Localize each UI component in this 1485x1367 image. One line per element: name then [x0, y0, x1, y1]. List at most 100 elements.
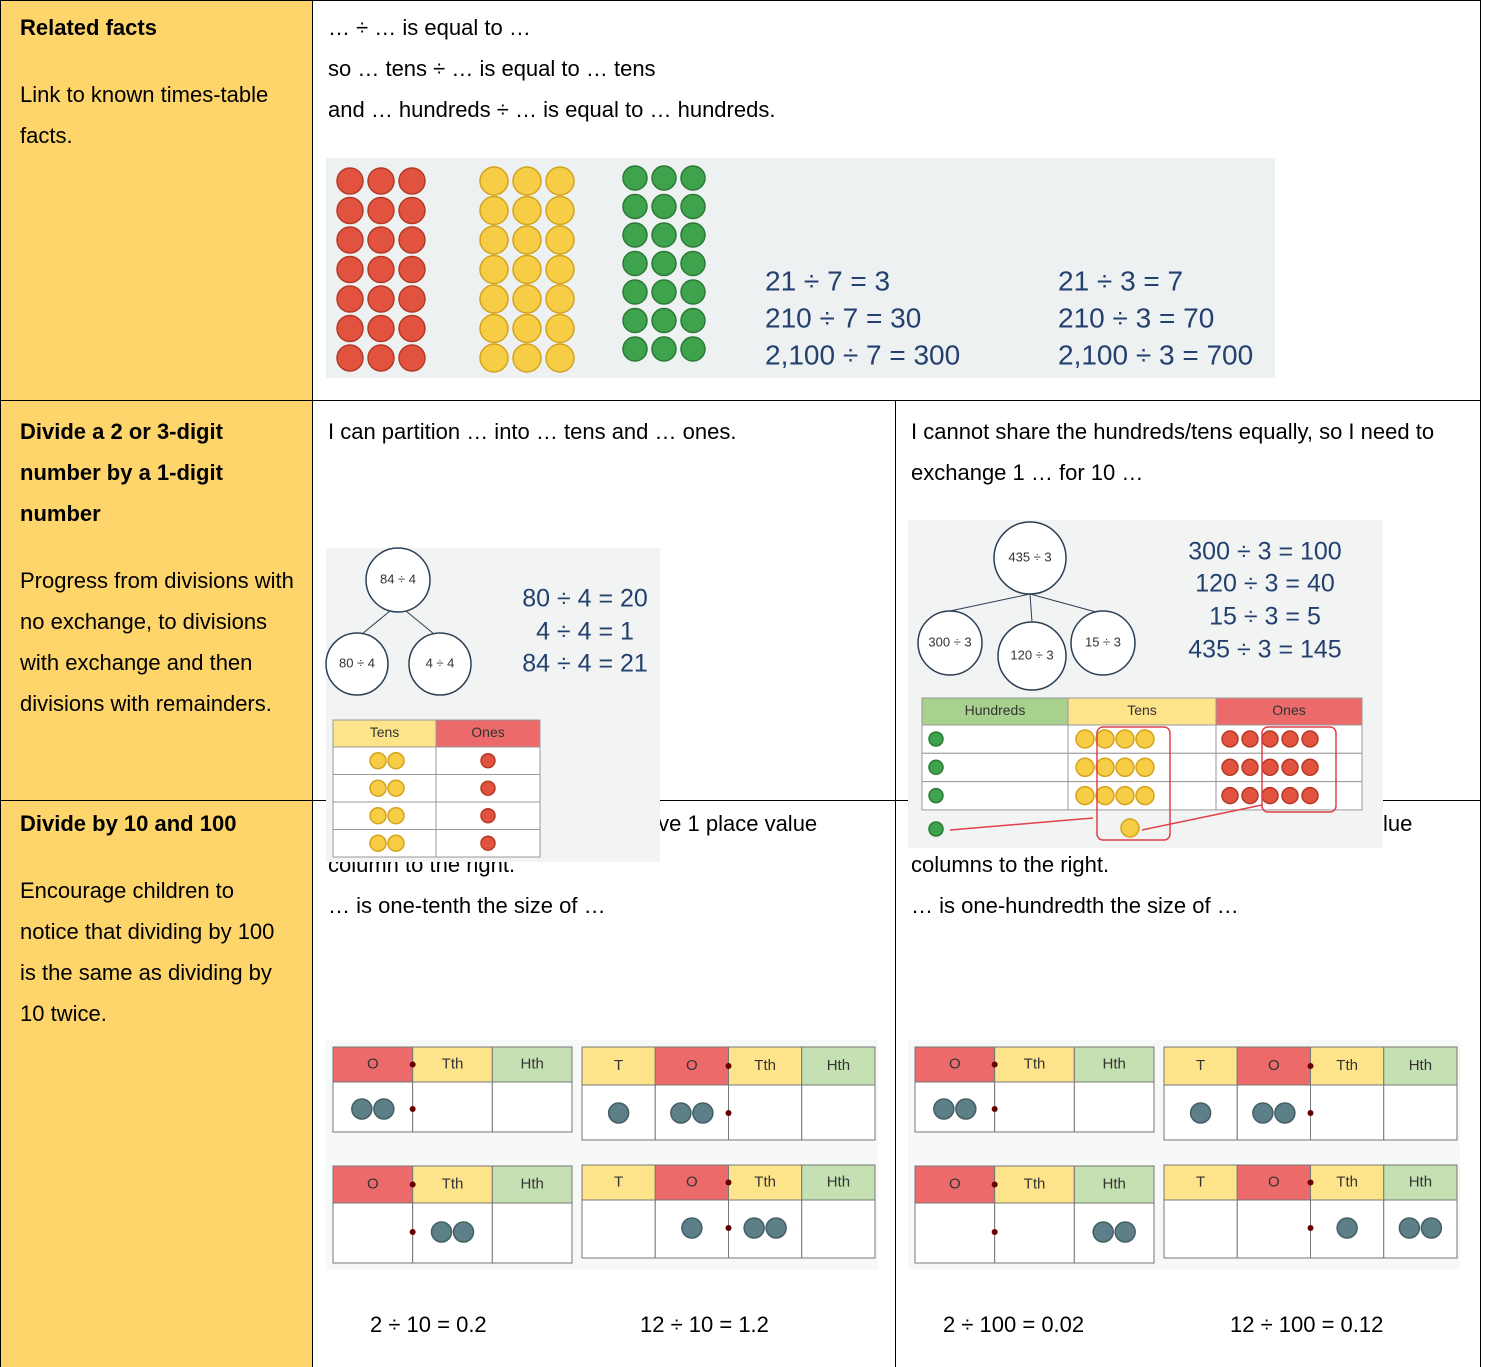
grid-header-label: O	[949, 1055, 961, 1072]
counter	[681, 1217, 703, 1239]
counter	[373, 1098, 395, 1120]
tree-label: 84 ÷ 4	[380, 571, 416, 586]
counter	[398, 255, 426, 284]
counter	[480, 780, 496, 796]
grid-header	[1236, 1046, 1311, 1086]
counter	[1336, 1217, 1358, 1239]
counter	[680, 250, 706, 277]
tree-node	[325, 632, 389, 696]
grid-header	[1383, 1046, 1458, 1086]
counter	[367, 285, 395, 313]
grid-cell	[801, 1084, 876, 1141]
grid-header-label: Tth	[442, 1175, 464, 1192]
table-cell	[921, 724, 1069, 754]
equation: 2 ÷ 10 = 0.2	[370, 1312, 487, 1337]
grid-cell	[491, 1202, 573, 1264]
grid-header-label: T	[614, 1173, 623, 1190]
grid-header-label: Tth	[754, 1057, 776, 1074]
counter	[336, 167, 364, 195]
counter	[1135, 729, 1155, 749]
counter	[651, 165, 677, 191]
equation: 15 ÷ 3 = 5	[1209, 603, 1321, 631]
tree-node	[365, 547, 431, 613]
decimal-point	[725, 1063, 732, 1069]
table-header	[1215, 697, 1363, 726]
counter	[512, 343, 542, 373]
grid-header-label: Tth	[1024, 1175, 1046, 1192]
counter	[651, 336, 677, 362]
prompt: I cannot share the hundreds/tens equally…	[911, 419, 1435, 485]
equation: 84 ÷ 4 = 21	[522, 650, 648, 678]
grid-header	[1310, 1046, 1385, 1086]
grid-header-label: Hth	[1409, 1173, 1432, 1190]
grid-header-label: Tth	[1336, 1173, 1358, 1190]
counter	[651, 250, 677, 277]
decimal-point	[1307, 1063, 1314, 1069]
counter	[680, 193, 706, 220]
grid-cell	[491, 1081, 573, 1133]
prompt-line: … is one-tenth the size of …	[328, 893, 606, 918]
counter	[512, 313, 542, 344]
counter	[367, 344, 395, 372]
counter	[1095, 785, 1115, 806]
tree-label: 4 ÷ 4	[426, 655, 455, 670]
counter	[398, 314, 426, 343]
exchange-box	[1261, 726, 1337, 813]
grid-header	[1163, 1164, 1238, 1201]
grid-cell	[801, 1199, 876, 1259]
counter	[336, 255, 364, 284]
grid-header	[491, 1046, 573, 1083]
counter	[651, 279, 677, 305]
counter	[387, 779, 405, 797]
grid-header-label: O	[686, 1057, 698, 1074]
counter	[1135, 785, 1155, 806]
grid-header-label: Hth	[520, 1175, 543, 1192]
counter	[1261, 786, 1279, 805]
counter	[336, 226, 364, 254]
table-header-label: Hundreds	[965, 702, 1026, 718]
decimal-point	[409, 1229, 416, 1235]
grid-header	[654, 1046, 729, 1086]
decimal-point	[409, 1061, 416, 1068]
counter	[387, 834, 405, 852]
counter	[1281, 786, 1299, 805]
grid-cell	[412, 1202, 493, 1264]
counter	[545, 195, 575, 226]
grid-cell	[728, 1084, 803, 1141]
tree-label: 15 ÷ 3	[1085, 634, 1121, 649]
table-header	[1067, 697, 1217, 726]
decimal-point	[991, 1181, 998, 1188]
tree-node	[1070, 610, 1136, 676]
tree-node	[408, 632, 472, 696]
tree-label: 80 ÷ 4	[339, 655, 375, 670]
heading-text: Divide by 10 and 100	[20, 811, 237, 836]
table-header	[921, 697, 1069, 726]
counter	[1075, 729, 1095, 749]
decimal-point	[725, 1179, 732, 1186]
counter	[692, 1102, 714, 1124]
counter	[545, 343, 575, 373]
grid-cell	[1073, 1202, 1155, 1264]
counter	[622, 222, 648, 248]
counter	[479, 225, 509, 255]
grid-header-label: Hth	[1409, 1057, 1432, 1074]
counter	[336, 196, 364, 225]
grid-cell	[728, 1199, 803, 1259]
table-header-label: Ones	[471, 724, 504, 740]
counter	[622, 279, 648, 305]
counter	[1221, 758, 1239, 777]
grid-header-label: Hth	[1102, 1175, 1125, 1192]
decimal-point	[991, 1061, 998, 1068]
tree-node	[997, 621, 1067, 691]
counter	[480, 807, 496, 824]
prompt: I can partition … into … tens and … ones…	[328, 419, 737, 444]
grid-header-label: O	[686, 1173, 698, 1190]
counter	[545, 284, 575, 314]
tree-label: 435 ÷ 3	[1008, 549, 1051, 564]
counter	[479, 195, 509, 226]
tree-branch	[1029, 593, 1033, 623]
counter	[480, 752, 496, 769]
counter	[670, 1102, 692, 1124]
grid-header	[1073, 1165, 1155, 1204]
